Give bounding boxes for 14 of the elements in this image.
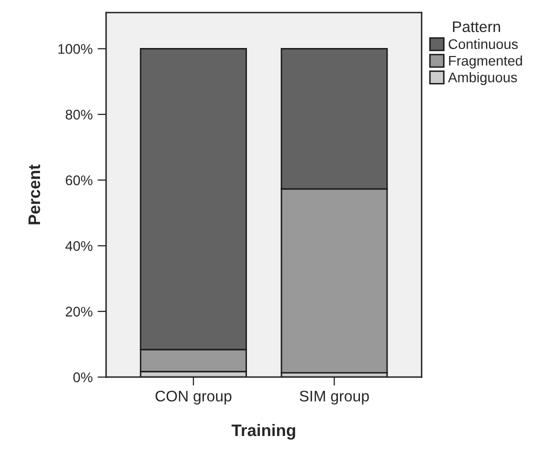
x-axis-title: Training xyxy=(232,424,296,440)
legend-label: Fragmented xyxy=(449,55,522,68)
y-tick-label: 80% xyxy=(66,110,92,120)
y-tick-label: 60% xyxy=(66,175,92,186)
y-tick-label: 20% xyxy=(66,306,92,317)
legend-label: Ambiguous xyxy=(448,72,517,86)
legend-label: Continuous xyxy=(448,38,518,50)
y-tick-label: 0% xyxy=(73,372,92,382)
x-tick-label: CON group xyxy=(156,390,232,405)
y-tick-label: 100% xyxy=(58,44,92,54)
legend-title: Pattern xyxy=(453,21,500,32)
x-tick-label: SIM group xyxy=(300,390,369,405)
y-axis-title: Percent xyxy=(28,164,40,224)
y-tick-label: 40% xyxy=(65,241,92,251)
